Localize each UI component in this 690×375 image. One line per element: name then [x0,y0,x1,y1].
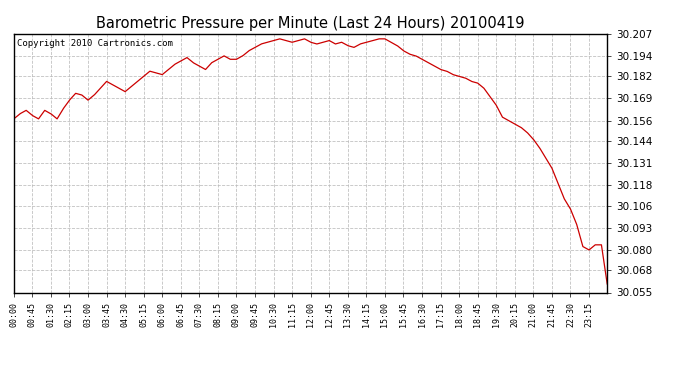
Title: Barometric Pressure per Minute (Last 24 Hours) 20100419: Barometric Pressure per Minute (Last 24 … [96,16,525,31]
Text: Copyright 2010 Cartronics.com: Copyright 2010 Cartronics.com [17,39,172,48]
